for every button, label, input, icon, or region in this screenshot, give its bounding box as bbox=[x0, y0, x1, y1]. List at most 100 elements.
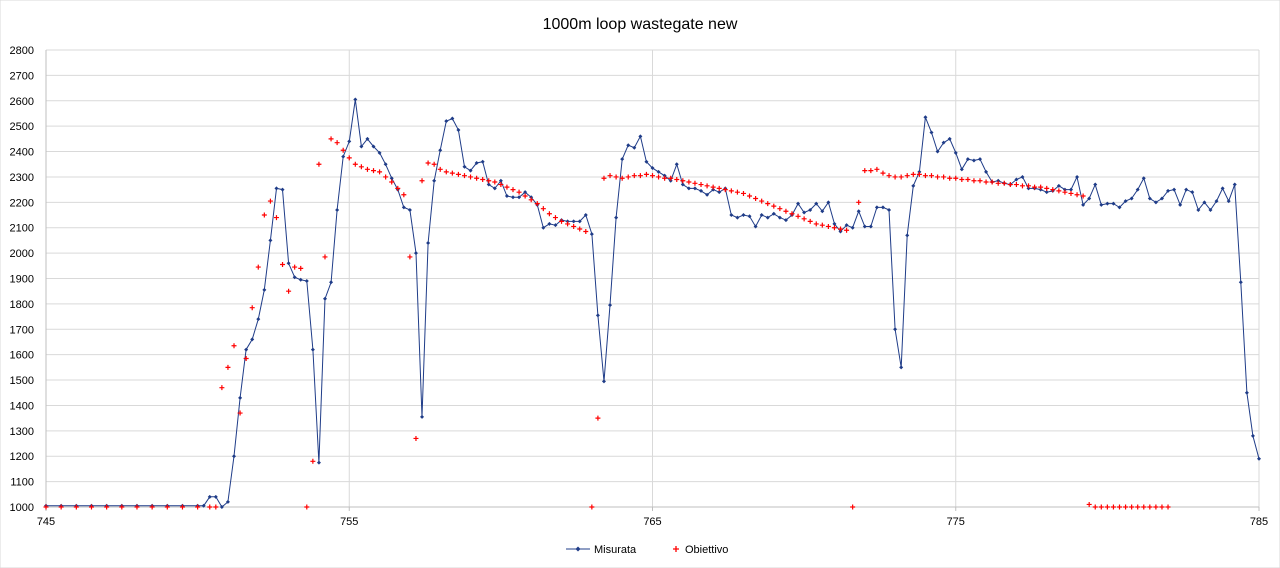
data-point bbox=[1062, 187, 1067, 192]
data-point bbox=[547, 221, 552, 226]
data-point bbox=[589, 504, 595, 510]
data-point bbox=[814, 201, 819, 206]
data-point bbox=[607, 173, 613, 179]
data-point bbox=[1099, 202, 1104, 207]
data-point bbox=[984, 169, 989, 174]
data-point bbox=[601, 379, 606, 384]
data-point bbox=[699, 188, 704, 193]
data-point bbox=[486, 178, 492, 184]
y-tick-label: 2000 bbox=[10, 248, 34, 260]
data-point bbox=[1147, 504, 1153, 510]
data-point bbox=[407, 207, 412, 212]
data-point bbox=[807, 218, 813, 224]
data-point bbox=[928, 173, 934, 179]
data-point bbox=[643, 171, 649, 177]
data-point bbox=[449, 170, 455, 176]
data-point bbox=[540, 206, 546, 212]
data-point bbox=[1093, 182, 1098, 187]
data-point bbox=[935, 174, 941, 180]
data-point bbox=[371, 168, 377, 174]
data-point bbox=[571, 219, 576, 224]
data-point bbox=[692, 186, 697, 191]
data-point bbox=[668, 175, 674, 181]
data-point bbox=[437, 166, 443, 172]
data-point bbox=[838, 229, 843, 234]
data-point bbox=[1104, 504, 1110, 510]
data-point bbox=[680, 178, 686, 184]
data-point bbox=[346, 155, 352, 161]
data-point bbox=[989, 179, 995, 185]
data-point bbox=[1117, 504, 1123, 510]
data-point bbox=[498, 182, 504, 188]
data-point bbox=[1098, 504, 1104, 510]
data-point bbox=[935, 149, 940, 154]
data-point bbox=[207, 494, 212, 499]
data-point bbox=[577, 219, 582, 224]
data-point bbox=[1020, 174, 1025, 179]
y-tick-label: 2100 bbox=[10, 223, 34, 235]
data-point bbox=[911, 183, 916, 188]
data-point bbox=[631, 173, 637, 179]
data-point bbox=[923, 115, 928, 120]
data-point bbox=[444, 119, 449, 124]
data-point bbox=[650, 166, 655, 171]
data-point bbox=[419, 178, 425, 184]
data-point bbox=[880, 205, 885, 210]
data-point bbox=[443, 169, 449, 175]
x-tick-labels: 745 755 765 775 785 bbox=[37, 516, 1268, 528]
data-point bbox=[820, 209, 825, 214]
data-point bbox=[1172, 187, 1177, 192]
data-point bbox=[765, 215, 770, 220]
data-point bbox=[347, 139, 352, 144]
data-point bbox=[492, 179, 498, 185]
data-point bbox=[268, 238, 273, 243]
series-line-misurata bbox=[46, 99, 1260, 508]
series-obiettivo bbox=[43, 136, 1171, 510]
data-point bbox=[504, 184, 510, 190]
data-point bbox=[1019, 183, 1025, 189]
data-point bbox=[747, 193, 753, 199]
data-point bbox=[765, 201, 771, 207]
data-point bbox=[735, 215, 740, 220]
data-point bbox=[335, 207, 340, 212]
data-point bbox=[213, 494, 218, 499]
data-point bbox=[710, 184, 716, 190]
data-point bbox=[377, 150, 382, 155]
data-point bbox=[965, 157, 970, 162]
data-point bbox=[420, 414, 425, 419]
data-point bbox=[838, 226, 844, 232]
data-point bbox=[717, 190, 722, 195]
data-point bbox=[341, 154, 346, 159]
data-point bbox=[595, 415, 601, 421]
data-point bbox=[656, 169, 661, 174]
data-point bbox=[1038, 184, 1044, 190]
data-point bbox=[438, 148, 443, 153]
y-tick-label: 1900 bbox=[10, 274, 34, 286]
data-point bbox=[905, 233, 910, 238]
data-point bbox=[219, 385, 225, 391]
data-point bbox=[286, 261, 291, 266]
y-tick-label: 1300 bbox=[10, 426, 34, 438]
y-tick-label: 1800 bbox=[10, 299, 34, 311]
data-point bbox=[134, 504, 140, 510]
data-point bbox=[941, 140, 946, 145]
data-point bbox=[1244, 390, 1249, 395]
data-point bbox=[73, 504, 79, 510]
y-tick-label: 1600 bbox=[10, 350, 34, 362]
data-point bbox=[243, 355, 249, 361]
data-point bbox=[310, 347, 315, 352]
data-point bbox=[304, 504, 310, 510]
data-point bbox=[1159, 504, 1165, 510]
data-point bbox=[977, 178, 983, 184]
data-point bbox=[510, 187, 516, 193]
data-point bbox=[662, 173, 667, 178]
y-tick-label: 2700 bbox=[10, 70, 34, 82]
data-point bbox=[207, 504, 213, 510]
data-point bbox=[195, 504, 201, 510]
data-point bbox=[1087, 196, 1092, 201]
data-point bbox=[1062, 189, 1068, 195]
data-point bbox=[1129, 196, 1134, 201]
data-point bbox=[179, 504, 185, 510]
data-point bbox=[329, 280, 334, 285]
